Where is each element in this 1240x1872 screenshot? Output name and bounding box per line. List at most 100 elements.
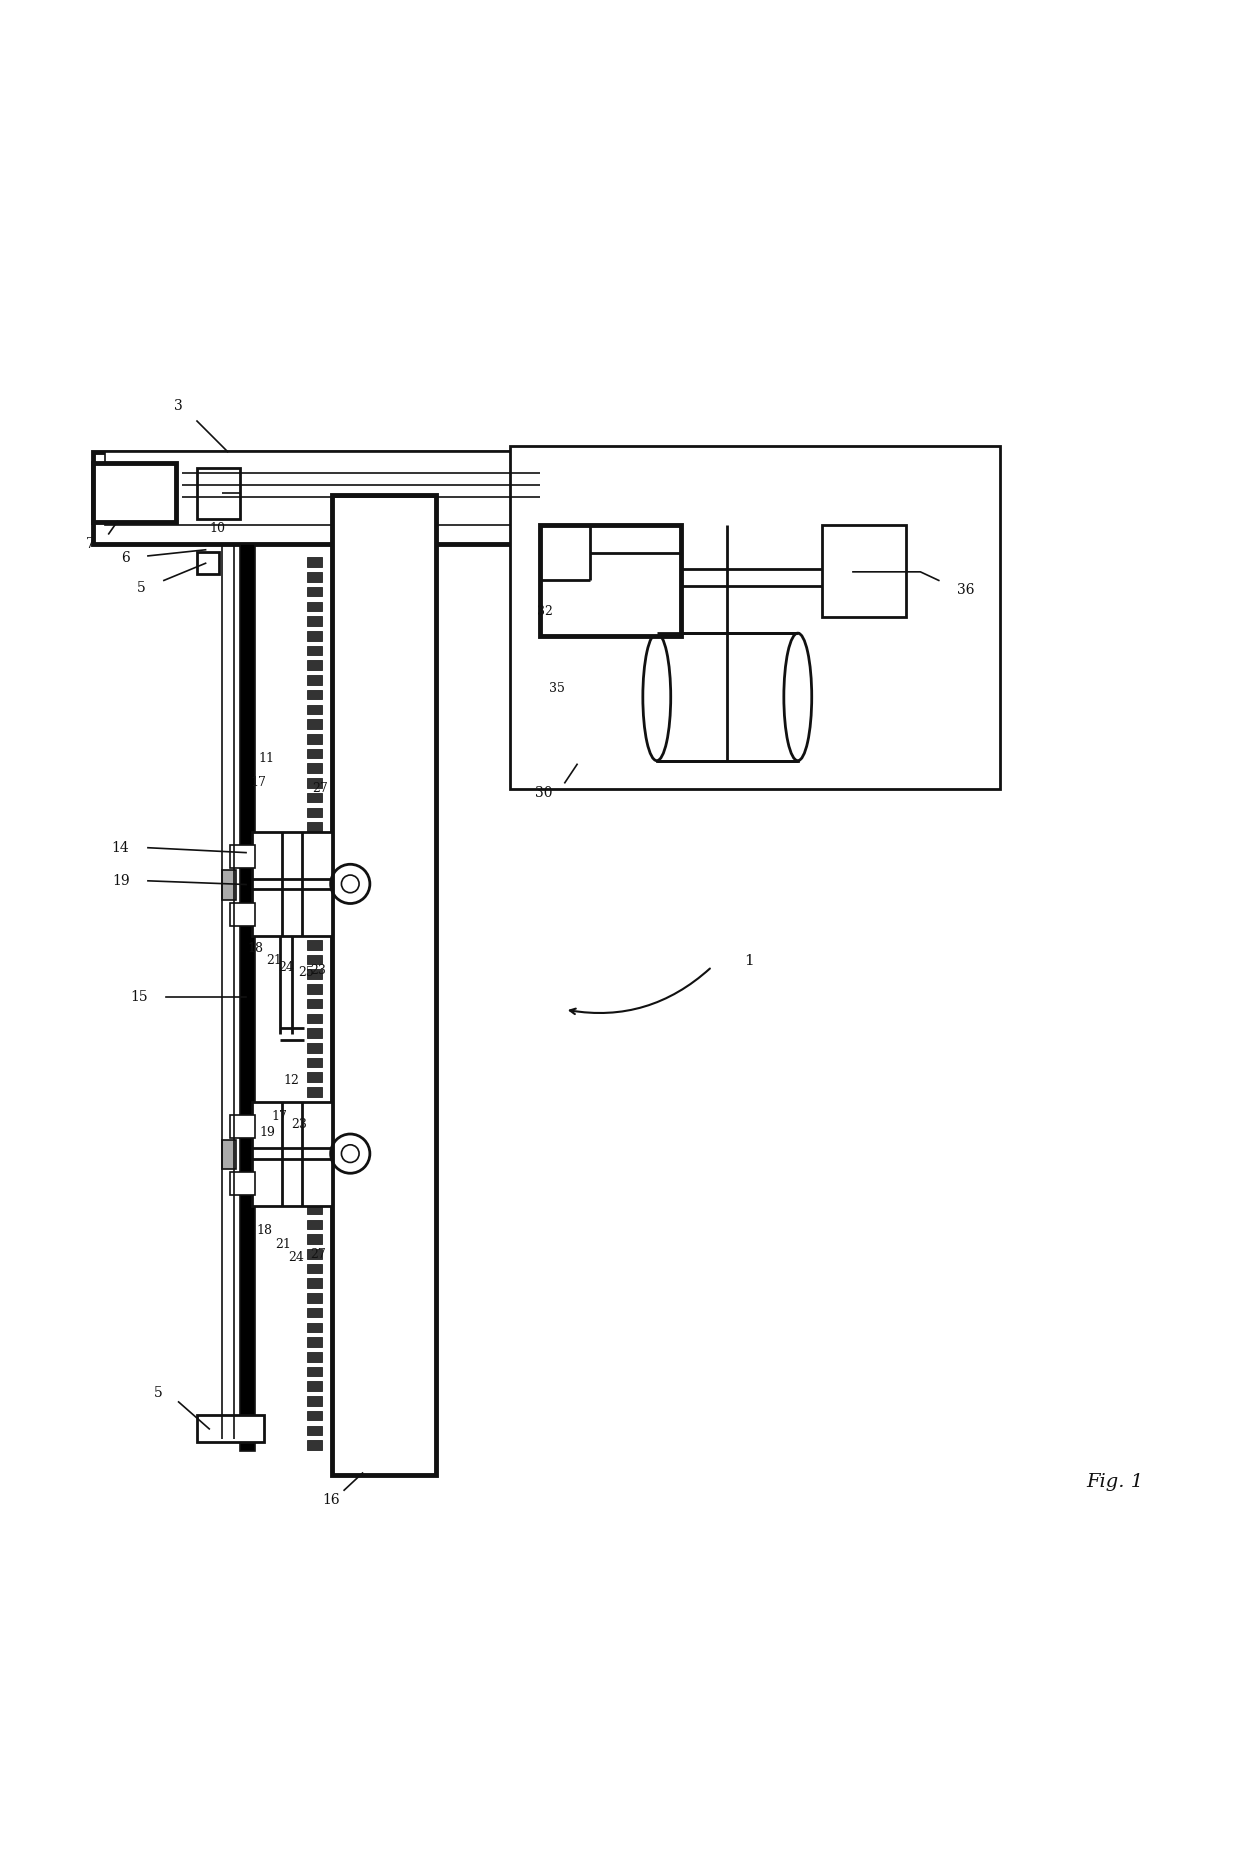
Bar	[308, 1043, 322, 1052]
Bar	[308, 676, 322, 685]
Bar	[308, 867, 322, 876]
Text: 14: 14	[112, 841, 129, 856]
Bar	[231, 1172, 254, 1196]
Bar	[308, 955, 322, 964]
Text: Fig. 1: Fig. 1	[1086, 1473, 1143, 1490]
Bar	[231, 846, 254, 869]
Bar	[308, 586, 322, 597]
Bar	[308, 1028, 322, 1037]
Text: 21: 21	[267, 955, 283, 968]
Bar	[308, 1146, 322, 1155]
Bar	[222, 1140, 237, 1170]
Bar	[308, 985, 322, 994]
Bar	[308, 1367, 322, 1376]
Bar	[308, 1058, 322, 1067]
Bar	[308, 734, 322, 743]
Text: 6: 6	[120, 552, 129, 565]
Bar	[308, 1116, 322, 1127]
Bar	[197, 468, 239, 519]
Bar	[308, 940, 322, 949]
Text: 21: 21	[275, 1239, 290, 1252]
Text: 36: 36	[957, 584, 975, 597]
Text: 16: 16	[322, 1494, 340, 1507]
Bar	[308, 1425, 322, 1436]
Text: 27: 27	[311, 782, 327, 796]
Bar	[308, 1073, 322, 1082]
Text: 17: 17	[272, 1110, 288, 1123]
Bar	[308, 970, 322, 979]
Text: 7: 7	[87, 537, 95, 550]
Bar	[308, 1322, 322, 1333]
Bar	[308, 661, 322, 670]
Bar	[308, 1219, 322, 1230]
Bar	[308, 1000, 322, 1009]
Text: 35: 35	[549, 681, 565, 695]
Text: 27: 27	[310, 1249, 326, 1262]
Bar	[657, 633, 797, 760]
Bar	[308, 601, 322, 610]
Bar	[308, 764, 322, 773]
Bar	[308, 1294, 322, 1303]
Bar	[308, 616, 322, 625]
Bar	[308, 1309, 322, 1318]
Bar	[308, 1088, 322, 1097]
Bar	[308, 558, 322, 567]
Bar	[105, 451, 595, 526]
Bar	[93, 462, 176, 522]
Ellipse shape	[784, 633, 812, 760]
Bar	[308, 1103, 322, 1112]
Bar	[308, 794, 322, 803]
Text: 3: 3	[174, 399, 182, 414]
Text: 1: 1	[744, 953, 754, 968]
Text: 23: 23	[310, 964, 326, 977]
Bar	[308, 807, 322, 816]
Text: 18: 18	[257, 1224, 273, 1237]
Bar	[510, 446, 1001, 788]
Bar	[308, 1191, 322, 1200]
Bar	[308, 925, 322, 934]
Text: 12: 12	[284, 1075, 299, 1088]
Bar	[308, 822, 322, 831]
Bar	[308, 719, 322, 728]
Bar	[308, 631, 322, 640]
Bar	[308, 882, 322, 891]
Bar	[239, 543, 254, 1451]
Bar	[308, 837, 322, 846]
Bar	[308, 1440, 322, 1449]
Bar	[308, 1234, 322, 1243]
Text: 15: 15	[130, 990, 148, 1003]
Bar	[308, 910, 322, 921]
Bar	[93, 451, 608, 543]
Text: 5: 5	[136, 580, 145, 595]
Bar	[308, 1397, 322, 1406]
Bar	[308, 1264, 322, 1273]
Bar	[308, 1013, 322, 1024]
Bar	[231, 902, 254, 925]
Bar	[308, 852, 322, 861]
Text: 25: 25	[299, 966, 314, 979]
Bar	[308, 1131, 322, 1140]
Text: 19: 19	[259, 1125, 275, 1138]
Bar	[308, 1206, 322, 1215]
Ellipse shape	[642, 633, 671, 760]
Bar	[252, 831, 332, 936]
Text: 18: 18	[248, 942, 264, 955]
Bar	[308, 1176, 322, 1185]
Bar	[252, 1101, 332, 1206]
Bar	[308, 897, 322, 906]
Text: 17: 17	[250, 777, 267, 790]
Bar	[197, 552, 219, 575]
Text: 10: 10	[210, 522, 226, 535]
Text: 11: 11	[259, 753, 275, 766]
Bar	[308, 1337, 322, 1346]
Text: 30: 30	[536, 786, 553, 799]
Bar	[308, 573, 322, 582]
Text: 5: 5	[154, 1387, 162, 1400]
Bar	[222, 870, 237, 900]
Bar	[308, 1249, 322, 1258]
Bar	[308, 779, 322, 788]
Bar	[541, 526, 681, 636]
Bar	[308, 691, 322, 700]
Bar	[308, 1279, 322, 1288]
Bar	[231, 1116, 254, 1138]
